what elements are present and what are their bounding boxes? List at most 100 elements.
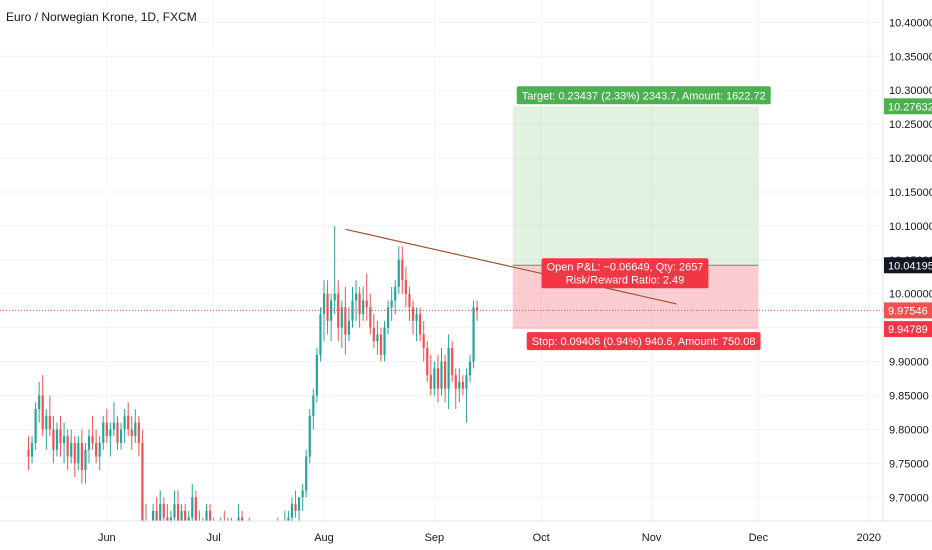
candle: [173, 490, 176, 521]
candle: [59, 415, 62, 457]
candle-body: [191, 497, 194, 518]
candle-body: [95, 442, 98, 457]
y-tick-label: 10.20000: [889, 153, 932, 165]
pnl-label-bg: [541, 258, 709, 289]
position-zones[interactable]: [512, 106, 759, 330]
candle-body: [301, 490, 304, 498]
candle-body: [422, 334, 425, 349]
candle: [234, 524, 236, 550]
candle: [465, 368, 468, 423]
x-tick-label: Oct: [533, 532, 550, 544]
candle-body: [255, 545, 257, 550]
candle-body: [390, 300, 393, 308]
stop-label: Stop: 0.09406 (0.94%) 940.6, Amount: 750…: [526, 332, 761, 351]
y-tick-label: 10.25000: [889, 119, 932, 131]
candle-body: [187, 517, 190, 521]
candle: [426, 341, 429, 382]
candle-body: [105, 422, 108, 437]
candle: [284, 510, 286, 521]
candle: [202, 517, 204, 521]
candle-body: [252, 538, 254, 545]
candle: [266, 538, 268, 550]
grid-lines: [0, 0, 883, 521]
candle-body: [468, 361, 472, 376]
candle: [451, 341, 454, 382]
candle-body: [429, 375, 432, 389]
candle: [383, 320, 386, 362]
candle-body: [130, 429, 133, 437]
candle-body: [70, 442, 73, 457]
candle-body: [180, 510, 183, 521]
candle-body: [443, 361, 447, 389]
x-tick-label: Dec: [749, 532, 769, 544]
candle-body: [322, 293, 326, 315]
candle-body: [426, 348, 429, 376]
candles: [27, 225, 479, 550]
candle-body: [208, 510, 212, 521]
candle-body: [476, 307, 479, 311]
candle: [27, 436, 30, 471]
candle-body: [337, 293, 340, 328]
candle-body: [347, 320, 351, 335]
candle: [112, 402, 116, 437]
candle: [148, 524, 150, 550]
candle-body: [330, 300, 333, 321]
candle: [297, 497, 301, 521]
candle: [337, 280, 340, 342]
candle-body: [454, 375, 457, 389]
candle-body: [315, 354, 318, 396]
candle-body: [141, 442, 144, 521]
candle: [376, 320, 379, 355]
position-info-labels: Target: 0.23437 (2.33%) 2343.7, Amount: …: [516, 86, 771, 351]
y-tick-label: 10.30000: [889, 85, 932, 97]
candle-body: [290, 504, 294, 518]
candle: [472, 300, 475, 369]
target-price-tag-bg: [884, 98, 932, 115]
candle-body: [447, 348, 450, 389]
candle: [277, 517, 279, 521]
candle-body: [401, 259, 404, 281]
candle-body: [151, 510, 155, 521]
candle: [319, 307, 322, 362]
candle-body: [397, 259, 400, 287]
candle-body: [223, 524, 225, 538]
candle: [127, 402, 130, 437]
candle: [105, 409, 108, 443]
candle-body: [362, 300, 365, 315]
x-tick-label: Sep: [425, 532, 445, 544]
candle: [301, 483, 304, 511]
entry-price-tag-text: 10.04195: [888, 260, 932, 272]
candle: [73, 436, 76, 477]
target-zone[interactable]: [512, 106, 759, 266]
candle-body: [394, 286, 397, 301]
candle-body: [173, 504, 176, 518]
stop-price-tag-text: 9.94789: [888, 324, 928, 336]
candle: [443, 354, 447, 403]
candle-body: [123, 415, 126, 430]
candle-body: [176, 504, 180, 521]
candle-body: [433, 368, 436, 389]
candle: [98, 436, 101, 471]
candle: [123, 409, 126, 443]
candle-body: [241, 517, 244, 521]
candle-body: [305, 456, 308, 491]
x-tick-label: Nov: [642, 532, 662, 544]
candle: [340, 300, 343, 349]
candle: [280, 524, 282, 550]
candle-body: [55, 429, 59, 450]
y-tick-label: 9.85000: [889, 390, 929, 402]
stop-label-bg: [526, 332, 761, 351]
candle: [38, 381, 41, 423]
candle: [52, 415, 55, 464]
candle-body: [383, 327, 386, 355]
candle: [130, 415, 133, 450]
candle: [55, 422, 59, 457]
current-price-tag-bg: [884, 302, 932, 319]
candle-body: [116, 422, 119, 443]
target-label-text: Target: 0.23437 (2.33%) 2343.7, Amount: …: [522, 90, 766, 102]
time-axis[interactable]: Jun Jul Aug Sep Oct Nov Dec 2020: [98, 532, 881, 544]
candle: [141, 429, 144, 521]
candle-body: [27, 449, 30, 457]
x-tick-label: 2020: [857, 532, 881, 544]
